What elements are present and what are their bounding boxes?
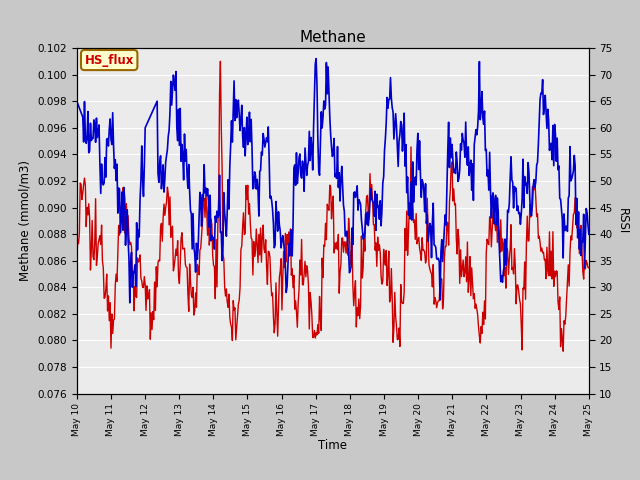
Y-axis label: Methane (mmol/m3): Methane (mmol/m3) — [19, 160, 32, 281]
X-axis label: Time: Time — [318, 439, 348, 452]
Title: Methane: Methane — [300, 30, 366, 46]
Y-axis label: RSSI: RSSI — [616, 208, 629, 234]
Text: HS_flux: HS_flux — [84, 54, 134, 67]
